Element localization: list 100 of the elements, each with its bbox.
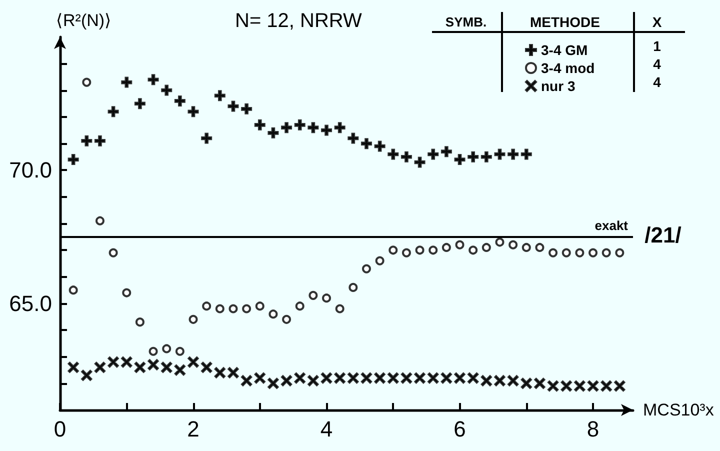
point [414, 156, 426, 168]
point [454, 154, 466, 166]
point [522, 242, 531, 252]
point [94, 135, 106, 146]
point [400, 151, 412, 162]
point [268, 310, 278, 319]
text: METHODE [530, 14, 600, 30]
point [440, 372, 452, 384]
point [575, 248, 584, 258]
x-tick-label: 8 [586, 416, 600, 442]
point [188, 314, 198, 324]
point [495, 238, 504, 247]
point [322, 294, 332, 303]
text: X [652, 14, 662, 30]
point [254, 119, 266, 130]
text: 4 [653, 74, 662, 90]
point [241, 103, 252, 114]
point [602, 248, 611, 258]
x-tick-label: 0 [54, 416, 66, 442]
ref-line-label: exakt [594, 218, 629, 233]
point [468, 246, 478, 255]
point [281, 122, 292, 134]
text: 4 [653, 56, 662, 72]
point [548, 380, 559, 392]
legend-label: nur 3 [541, 78, 576, 94]
point [228, 304, 238, 314]
point [228, 100, 239, 112]
point [148, 359, 159, 370]
legend-title: SYMB. [445, 14, 487, 30]
point [295, 302, 304, 311]
point [334, 372, 346, 384]
x-tick-label: 2 [187, 416, 200, 442]
point [588, 248, 598, 258]
point [560, 380, 572, 392]
point [374, 372, 386, 384]
point [562, 248, 571, 258]
point [81, 135, 92, 146]
chart-title: N= 12, NRRW [235, 10, 362, 32]
point [334, 122, 346, 134]
point [135, 318, 144, 327]
point [122, 288, 132, 298]
y-tick-label: 70.0 [9, 158, 52, 183]
point [121, 356, 132, 368]
text: /21/ [644, 222, 682, 248]
point [520, 148, 532, 160]
legend-label: 3-4 GM [541, 42, 588, 58]
point [508, 240, 518, 250]
point [494, 148, 506, 160]
point [242, 304, 252, 314]
point [228, 367, 239, 378]
point [442, 242, 451, 252]
point [148, 346, 158, 356]
point [294, 119, 306, 130]
x-tick-label: 6 [454, 416, 466, 442]
y-axis-title: ⟨R²(N)⟩ [56, 11, 112, 30]
point [214, 90, 226, 102]
point [360, 372, 372, 384]
point [600, 380, 612, 392]
point [508, 375, 519, 386]
point [321, 124, 332, 136]
point [294, 372, 306, 384]
point [348, 132, 359, 144]
point [388, 148, 399, 160]
point [548, 248, 558, 258]
point [494, 375, 506, 386]
point [68, 154, 79, 166]
text: 1 [653, 38, 662, 54]
point [161, 84, 172, 96]
point [188, 106, 199, 118]
point [468, 372, 479, 384]
point [520, 378, 532, 389]
point [134, 362, 146, 373]
point [82, 78, 92, 87]
point [388, 372, 399, 384]
point [68, 286, 78, 295]
point [282, 314, 292, 324]
point [480, 151, 492, 162]
point [174, 95, 186, 106]
point [94, 362, 106, 373]
point [428, 372, 439, 384]
point [268, 378, 279, 389]
point [348, 372, 359, 384]
point [400, 372, 412, 384]
point [108, 106, 119, 118]
point [201, 132, 212, 144]
point [402, 248, 411, 258]
point [121, 76, 132, 88]
point [241, 375, 252, 386]
point [614, 380, 626, 392]
point [162, 344, 172, 354]
point [414, 372, 426, 384]
point [440, 146, 452, 158]
point [468, 151, 479, 162]
point [428, 148, 439, 160]
point [81, 370, 92, 381]
point [161, 362, 172, 373]
point [254, 372, 266, 384]
point [375, 256, 384, 266]
point [175, 346, 184, 356]
point [482, 242, 491, 252]
